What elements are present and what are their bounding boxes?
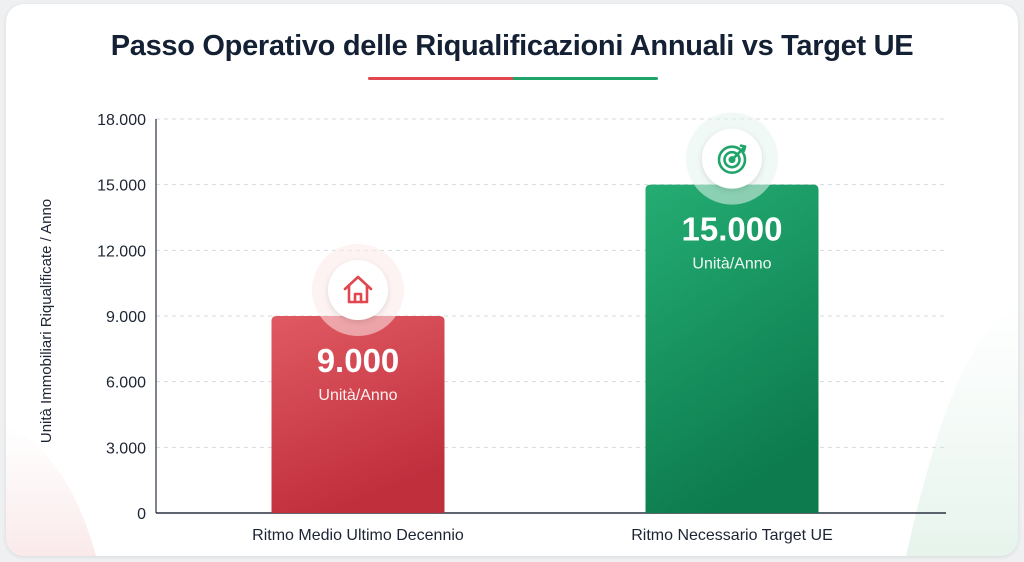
y-tick-label: 6.000: [106, 375, 146, 392]
y-tick-label: 9.000: [106, 309, 146, 326]
bar-chart: 0 3.000 6.000 9.000 12.000 15.000 18.000 Unità …: [6, 112, 1018, 556]
target-icon: [717, 144, 747, 174]
bar-value-label: 9.000: [317, 342, 400, 379]
chart-card: Passo Operativo delle Riqualificazioni A…: [6, 4, 1018, 556]
bar-unit-label: Unità/Anno: [318, 387, 397, 404]
chart-title: Passo Operativo delle Riqualificazioni A…: [110, 30, 914, 62]
y-tick-label: 15.000: [97, 178, 146, 195]
y-tick-label: 3.000: [106, 440, 146, 457]
y-tick-label: 12.000: [97, 243, 146, 260]
y-axis-title: Unità Immobiliari Riqualificate / Anno: [38, 199, 55, 443]
title-underline: [368, 77, 658, 80]
bar-1: [271, 316, 445, 513]
bar-2: [645, 184, 819, 513]
y-tick-label: 0: [137, 506, 146, 523]
house-icon: [343, 275, 373, 304]
bar-value-label: 15.000: [682, 211, 783, 248]
house-icon-badge: [312, 244, 404, 336]
bar-unit-label: Unità/Anno: [692, 256, 771, 273]
background-swoosh-left: [6, 424, 96, 556]
x-category-label: Ritmo Medio Ultimo Decennio: [252, 527, 464, 544]
background-swoosh-right: [906, 304, 1018, 556]
y-tick-label: 18.000: [97, 112, 146, 129]
target-icon-badge: [686, 112, 778, 205]
icon-circle: [328, 260, 388, 320]
x-category-label: Ritmo Necessario Target UE: [631, 527, 833, 544]
